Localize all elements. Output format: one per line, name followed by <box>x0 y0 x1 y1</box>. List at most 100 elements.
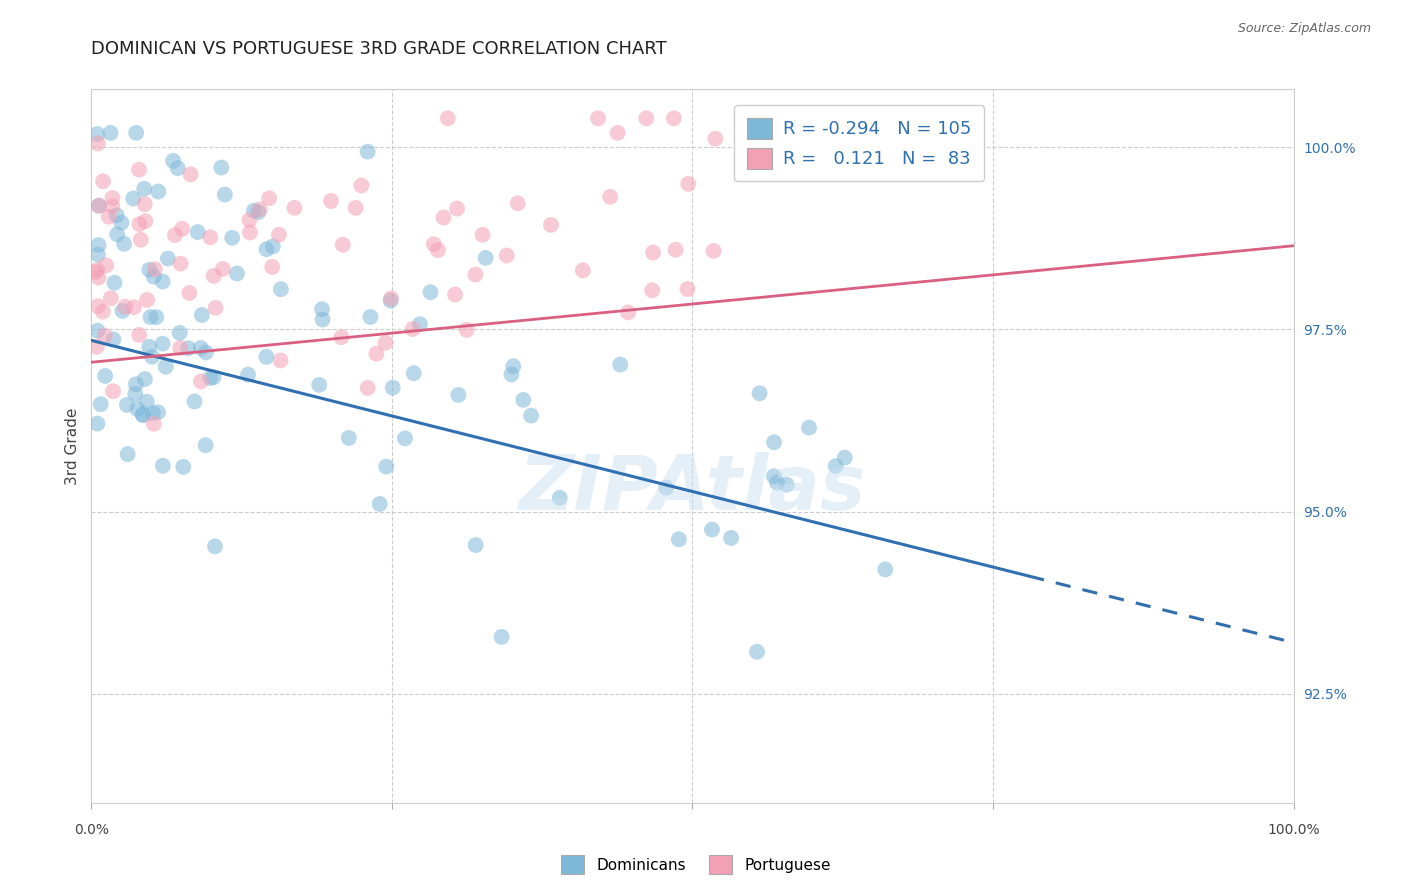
Point <box>142 406 165 420</box>
Point <box>177 341 200 355</box>
Point <box>423 237 446 252</box>
Point <box>91 174 114 188</box>
Legend: Dominicans, Portuguese: Dominicans, Portuguese <box>555 849 837 880</box>
Point <box>115 398 138 412</box>
Point <box>200 371 222 385</box>
Point <box>419 285 441 300</box>
Point <box>257 191 280 205</box>
Point <box>131 407 153 421</box>
Point <box>380 293 402 308</box>
Point <box>375 459 398 474</box>
Point <box>254 350 277 364</box>
Point <box>368 497 391 511</box>
Point <box>105 227 128 242</box>
Point <box>128 162 150 177</box>
Point <box>134 372 156 386</box>
Text: 0.0%: 0.0% <box>75 823 108 838</box>
Point <box>762 469 785 483</box>
Point <box>641 245 664 260</box>
Point <box>243 203 266 218</box>
Point <box>641 283 664 297</box>
Point <box>183 394 205 409</box>
Point <box>464 268 486 282</box>
Point <box>311 312 333 326</box>
Point <box>520 409 543 423</box>
Point <box>540 218 562 232</box>
Point <box>194 345 217 359</box>
Point <box>152 458 174 473</box>
Point <box>436 112 458 126</box>
Point <box>146 405 169 419</box>
Point <box>471 227 494 242</box>
Point <box>330 330 353 344</box>
Point <box>163 228 186 243</box>
Point <box>456 323 478 337</box>
Point <box>100 126 122 140</box>
Point <box>138 340 160 354</box>
Point <box>356 145 378 159</box>
Point <box>87 299 110 313</box>
Point <box>599 190 621 204</box>
Point <box>572 263 595 277</box>
Point <box>152 275 174 289</box>
Point <box>636 112 658 126</box>
Point <box>662 112 685 126</box>
Point <box>103 276 125 290</box>
Point <box>134 214 156 228</box>
Point <box>432 211 454 225</box>
Point <box>141 350 163 364</box>
Point <box>110 216 132 230</box>
Point <box>337 431 360 445</box>
Point <box>221 231 243 245</box>
Point <box>191 308 214 322</box>
Point <box>427 243 450 257</box>
Point <box>142 417 165 431</box>
Point <box>90 397 112 411</box>
Point <box>236 368 259 382</box>
Point <box>128 327 150 342</box>
Point <box>366 347 388 361</box>
Point <box>86 127 108 141</box>
Point <box>763 435 786 450</box>
Point <box>148 185 170 199</box>
Point <box>204 539 226 553</box>
Point <box>86 340 108 354</box>
Text: 100.0%: 100.0% <box>1267 823 1320 838</box>
Point <box>172 221 194 235</box>
Point <box>204 301 226 315</box>
Point <box>91 304 114 318</box>
Point <box>344 201 367 215</box>
Point <box>179 285 201 300</box>
Point <box>125 377 148 392</box>
Point <box>703 244 725 258</box>
Point <box>132 409 155 423</box>
Point <box>114 300 136 314</box>
Point <box>775 477 797 491</box>
Point <box>87 270 110 285</box>
Point <box>86 263 108 277</box>
Point <box>136 293 159 307</box>
Point <box>474 251 496 265</box>
Point <box>617 305 640 319</box>
Point <box>381 381 404 395</box>
Point <box>145 310 167 325</box>
Point <box>606 126 628 140</box>
Text: Source: ZipAtlas.com: Source: ZipAtlas.com <box>1237 22 1371 36</box>
Point <box>86 417 108 431</box>
Point <box>122 300 145 314</box>
Point <box>94 368 117 383</box>
Point <box>262 239 284 253</box>
Point <box>169 326 191 340</box>
Legend: R = -0.294   N = 105, R =   0.121   N =  83: R = -0.294 N = 105, R = 0.121 N = 83 <box>734 105 984 181</box>
Point <box>101 199 124 213</box>
Point <box>247 205 270 219</box>
Point <box>87 136 110 151</box>
Point <box>202 370 225 384</box>
Point <box>319 194 342 208</box>
Point <box>190 375 212 389</box>
Point <box>180 167 202 181</box>
Point <box>446 202 468 216</box>
Point <box>124 386 146 401</box>
Point <box>129 233 152 247</box>
Point <box>125 126 148 140</box>
